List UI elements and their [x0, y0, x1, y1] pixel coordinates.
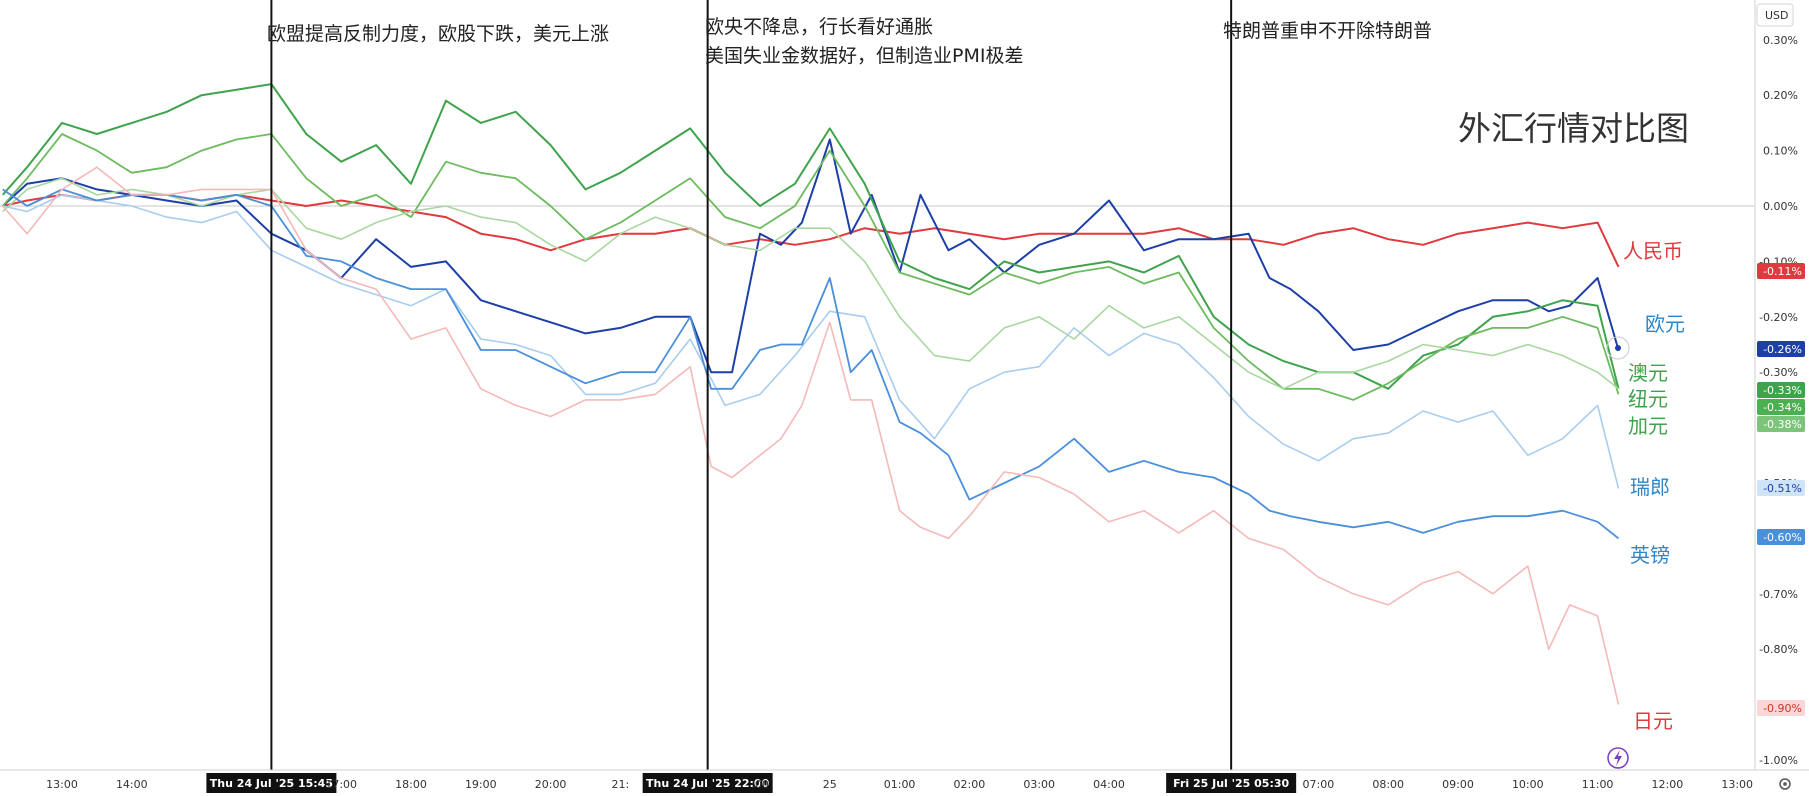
svg-text:-0.11%: -0.11% [1763, 265, 1802, 278]
lightning-icon[interactable] [1607, 747, 1629, 769]
time-axis: 0013:0014:0017:0018:0019:0020:0021::0025… [0, 769, 1809, 791]
chart-title: 外汇行情对比图 [1458, 109, 1689, 148]
x-tick-label-8: :00 [751, 778, 769, 791]
series-line-0 [2, 193, 1620, 268]
y-tick-label-10: -0.70% [1759, 588, 1798, 601]
y-tick-label-3: 0.00% [1763, 200, 1798, 213]
x-tick-label-2: 14:00 [116, 778, 148, 791]
value-badge-1: -0.26% [1757, 341, 1805, 357]
svg-text:-0.33%: -0.33% [1763, 384, 1802, 397]
svg-text:-0.38%: -0.38% [1763, 418, 1802, 431]
currency-label-1: 欧元 [1645, 312, 1685, 336]
x-tick-label-5: 19:00 [465, 778, 497, 791]
y-tick-label-11: -0.80% [1759, 643, 1798, 656]
svg-text:-0.60%: -0.60% [1763, 531, 1802, 544]
svg-text:-0.26%: -0.26% [1763, 343, 1802, 356]
value-badge-0: -0.11% [1757, 263, 1805, 279]
y-tick-label-0: 0.30% [1763, 34, 1798, 47]
svg-text:-0.90%: -0.90% [1763, 702, 1802, 715]
event-time-label-0: Thu 24 Jul '25 15:45 [210, 777, 333, 790]
x-tick-label-17: 10:00 [1512, 778, 1544, 791]
value-badge-5: -0.51% [1757, 480, 1805, 496]
annotation-3: 特朗普重申不开除特朗普 [1223, 20, 1432, 42]
series-lines [1, 83, 1620, 705]
x-tick-label-7: 21: [612, 778, 630, 791]
currency-label-4: 加元 [1628, 414, 1668, 438]
x-tick-label-15: 08:00 [1372, 778, 1404, 791]
x-tick-label-12: 03:00 [1023, 778, 1055, 791]
x-tick-label-3: 17:00 [325, 778, 357, 791]
event-time-label-2: Fri 25 Jul '25 05:30 [1173, 777, 1289, 790]
x-tick-label-11: 02:00 [954, 778, 986, 791]
series-line-3 [2, 133, 1620, 401]
svg-text:-0.34%: -0.34% [1763, 401, 1802, 414]
last-value-badges: -0.11% -0.26% -0.33% -0.34% -0.38% -0.51% -0.6… [1757, 263, 1805, 716]
series-line-2 [1, 83, 1620, 390]
currency-label-0: 人民币 [1623, 239, 1683, 263]
y-tick-label-2: 0.10% [1763, 145, 1798, 158]
currency-label-2: 澳元 [1628, 361, 1668, 385]
series-line-6 [2, 188, 1620, 540]
x-tick-label-6: 20:00 [535, 778, 567, 791]
y-tick-label-1: 0.20% [1763, 89, 1798, 102]
event-lines: Thu 24 Jul '25 15:45 Thu 24 Jul '25 22:00… [206, 0, 1297, 793]
x-tick-label-10: 01:00 [884, 778, 916, 791]
x-tick-label-20: 13:00 [1721, 778, 1753, 791]
x-tick-label-14: 07:00 [1303, 778, 1335, 791]
value-badge-2: -0.33% [1757, 382, 1805, 398]
x-tick-label-19: 12:00 [1652, 778, 1684, 791]
series-line-5 [2, 194, 1620, 489]
event-time-label-1: Thu 24 Jul '25 22:00 [646, 777, 770, 790]
y-tick-label-5: -0.20% [1759, 311, 1798, 324]
currency-label-5: 瑞郎 [1630, 475, 1670, 499]
y-tick-label-12: -1.00% [1759, 754, 1798, 767]
annotation-2: 欧央不降息，行长看好通胀 [705, 16, 933, 38]
x-tick-label-13: 04:00 [1093, 778, 1125, 791]
value-badge-3: -0.34% [1757, 399, 1805, 415]
x-tick-label-18: 11:00 [1582, 778, 1614, 791]
event-time-box-1: Thu 24 Jul '25 22:00 [642, 773, 773, 793]
series-line-1 [2, 138, 1620, 374]
series-line-7 [2, 166, 1620, 705]
series-line-4 [2, 177, 1619, 390]
value-badge-4: -0.38% [1757, 416, 1805, 432]
currency-selector-button[interactable]: USD [1756, 3, 1794, 27]
x-tick-label-16: 09:00 [1442, 778, 1474, 791]
crosshair-dot-icon [1606, 336, 1630, 360]
currency-label-6: 英镑 [1630, 543, 1670, 567]
x-tick-label-4: 18:00 [395, 778, 427, 791]
annotation-1: 欧盟提高反制力度，欧股下跌，美元上涨 [267, 23, 609, 45]
annotation-2b: 美国失业金数据好，但制造业PMI极差 [705, 45, 1023, 67]
value-badge-6: -0.60% [1757, 529, 1805, 545]
svg-text:-0.51%: -0.51% [1763, 482, 1802, 495]
x-tick-label-9: 25 [823, 778, 837, 791]
value-badge-7: -0.90% [1757, 700, 1805, 716]
settings-gear-icon[interactable] [1779, 778, 1791, 790]
currency-label-7: 日元 [1633, 709, 1673, 733]
event-time-box-2: Fri 25 Jul '25 05:30 [1166, 773, 1297, 793]
x-tick-label-1: 13:00 [46, 778, 78, 791]
currency-label-3: 纽元 [1628, 387, 1668, 411]
currency-selector-label: USD [1765, 9, 1789, 22]
event-time-box-0: Thu 24 Jul '25 15:45 [206, 773, 337, 793]
y-tick-label-6: -0.30% [1759, 366, 1798, 379]
